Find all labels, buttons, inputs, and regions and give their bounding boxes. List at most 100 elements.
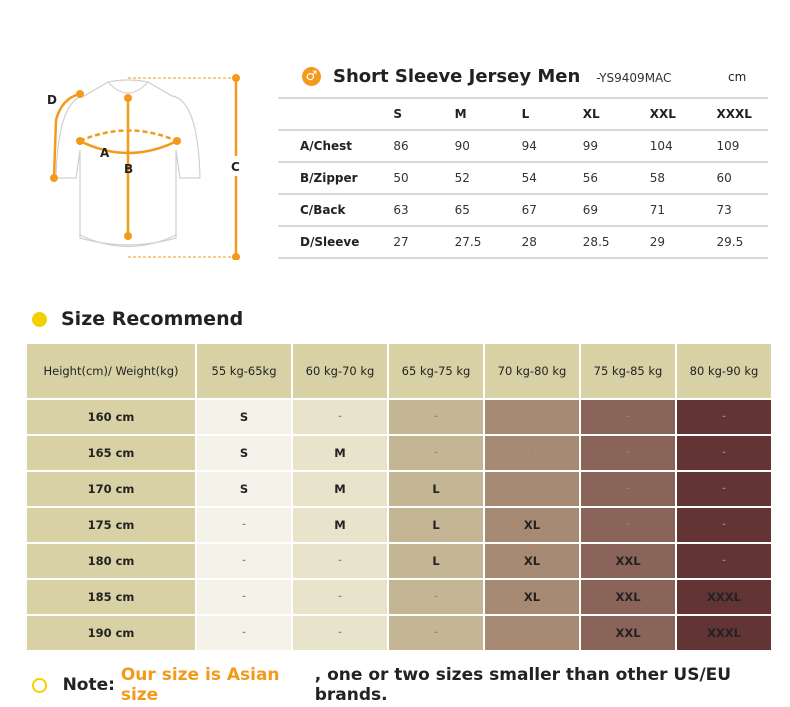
size-recommend-heading: Size Recommend (32, 308, 243, 330)
measurement-points (50, 74, 240, 260)
measurement-value: 27 (373, 225, 435, 259)
weight-header: 75 kg-85 kg (581, 344, 675, 398)
measurement-value: 99 (562, 129, 630, 162)
height-row: 165 cm S M - - - - (27, 436, 771, 470)
measurement-value: 109 (696, 129, 768, 162)
label-a: A (100, 146, 110, 160)
note-text: , one or two sizes smaller than other US… (314, 665, 732, 705)
weight-header: 80 kg-90 kg (677, 344, 771, 398)
size-cell: S (197, 400, 291, 434)
measurement-value: 63 (373, 193, 435, 226)
measurement-value: 56 (562, 161, 630, 194)
size-cell: - (293, 544, 387, 578)
measurement-value: 65 (434, 193, 502, 226)
height-label: 175 cm (27, 508, 195, 542)
weight-header: 55 kg-65kg (197, 344, 291, 398)
note-highlight: Our size is Asian size (120, 665, 280, 705)
measurement-value: 86 (373, 129, 435, 162)
measurement-row: D/Sleeve 27 27.5 28 28.5 29 29.5 (278, 225, 768, 259)
size-cell: XL (485, 508, 579, 542)
size-cell: - (581, 472, 675, 506)
label-d: D (47, 93, 57, 107)
height-row: 185 cm - - - XL XXL XXXL (27, 580, 771, 614)
measurement-value: 28 (501, 225, 563, 259)
height-row: 160 cm S - - - - - (27, 400, 771, 434)
size-cell: - (677, 508, 771, 542)
size-cell: XL (485, 580, 579, 614)
size-cell: - (485, 436, 579, 470)
measurement-value: 94 (501, 129, 563, 162)
size-header: L (501, 97, 563, 130)
size-cell: S (197, 472, 291, 506)
size-cell: L (389, 544, 483, 578)
jersey-outline (55, 79, 201, 248)
size-cell: M (293, 436, 387, 470)
measurement-value: 28.5 (562, 225, 630, 259)
size-cell: L (389, 508, 483, 542)
size-cell: - (581, 508, 675, 542)
height-label: 185 cm (27, 580, 195, 614)
measurement-value: 71 (629, 193, 697, 226)
weight-header: 60 kg-70 kg (293, 344, 387, 398)
measure-header: ♂ Short Sleeve Jersey Men -YS9409MAC (302, 63, 671, 89)
size-header: XXL (629, 97, 697, 130)
measurement-value: 90 (434, 129, 502, 162)
height-row: 175 cm - M L XL - - (27, 508, 771, 542)
size-cell: XXL (581, 544, 675, 578)
size-cell: - (197, 616, 291, 650)
size-cell: - (293, 580, 387, 614)
size-cell: XL (485, 544, 579, 578)
measurement-value: 60 (696, 161, 768, 194)
measurement-row: B/Zipper 50 52 54 56 58 60 (278, 161, 768, 194)
male-symbol-icon: ♂ (302, 66, 321, 86)
product-code: -YS9409MAC (596, 71, 672, 85)
measurement-value: 67 (501, 193, 563, 226)
measurement-value: 29.5 (696, 225, 768, 259)
size-cell: - (293, 616, 387, 650)
measurement-label: A/Chest (278, 129, 374, 162)
measurement-table: S M L XL XXL XXXL A/Chest 86 90 94 99 104 109 B/Zippe… (278, 97, 768, 259)
size-cell: - (581, 400, 675, 434)
size-header-row: S M L XL XXL XXXL (278, 97, 768, 130)
measurement-value: 69 (562, 193, 630, 226)
size-recommend-title: Size Recommend (61, 308, 244, 330)
jersey-diagram: A B C D (47, 74, 240, 260)
size-header: S (373, 97, 435, 130)
size-cell: - (677, 544, 771, 578)
measurement-value: 54 (501, 161, 563, 194)
label-b: B (124, 162, 133, 176)
height-label: 180 cm (27, 544, 195, 578)
size-cell: - (197, 508, 291, 542)
size-cell: - (485, 472, 579, 506)
size-cell: - (389, 616, 483, 650)
measurement-value: 27.5 (434, 225, 502, 259)
unit-label: cm (728, 70, 747, 84)
measurement-label: B/Zipper (278, 161, 374, 194)
size-cell: - (677, 472, 771, 506)
measurement-row: C/Back 63 65 67 69 71 73 (278, 193, 768, 226)
size-header: M (434, 97, 502, 130)
size-cell: XXL (581, 616, 675, 650)
measurement-value: 52 (434, 161, 502, 194)
size-cell: XXL (581, 580, 675, 614)
weight-header-row: Height(cm)/ Weight(kg) 55 kg-65kg 60 kg-70… (27, 344, 771, 398)
size-cell: - (485, 616, 579, 650)
height-label: 165 cm (27, 436, 195, 470)
size-cell: S (197, 436, 291, 470)
bullet-icon (32, 311, 47, 327)
size-cell: XXXL (677, 616, 771, 650)
height-row: 170 cm S M L - - - (27, 472, 771, 506)
measurement-row: A/Chest 86 90 94 99 104 109 (278, 129, 768, 162)
measurement-value: 50 (373, 161, 435, 194)
measurement-label: D/Sleeve (278, 225, 374, 259)
height-row: 190 cm - - - - XXL XXXL (27, 616, 771, 650)
height-label: 190 cm (27, 616, 195, 650)
measurement-value: 29 (629, 225, 697, 259)
size-cell: M (293, 472, 387, 506)
label-c: C (231, 160, 240, 174)
size-cell: - (389, 400, 483, 434)
size-cell: - (389, 436, 483, 470)
size-cell: - (581, 436, 675, 470)
size-cell: XXXL (677, 580, 771, 614)
